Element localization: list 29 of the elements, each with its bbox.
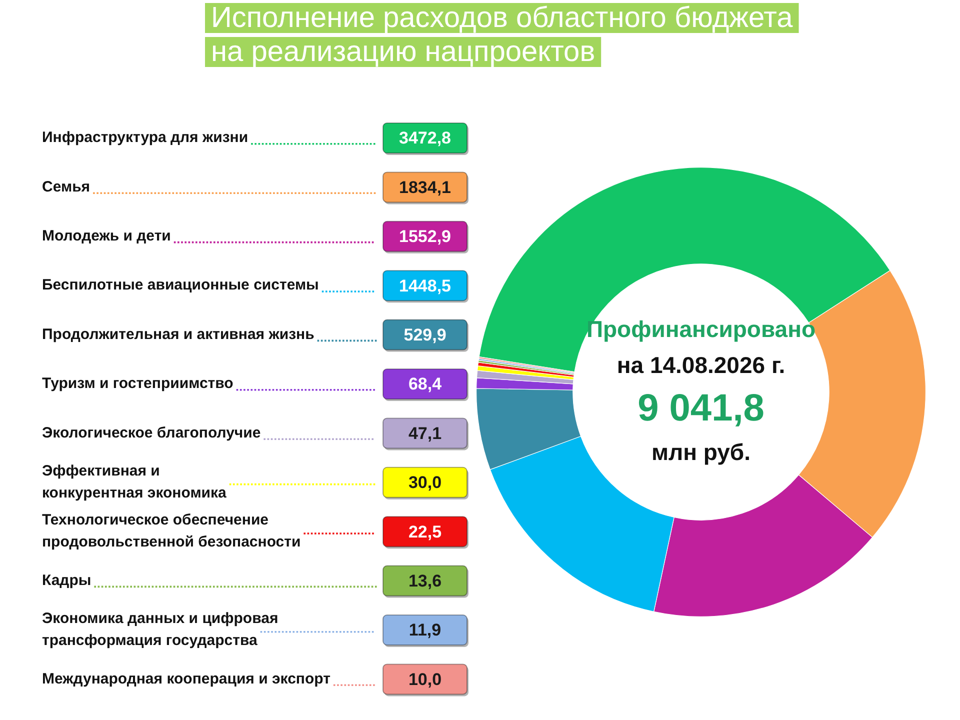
data-label: 1552,9 <box>399 227 451 246</box>
legend-label: Продолжительная и активная жизнь <box>42 326 314 343</box>
data-label: 11,9 <box>408 620 442 640</box>
data-label: 68,4 <box>408 374 442 394</box>
text: млн руб. <box>651 438 751 465</box>
text: Профинансировано <box>586 316 816 342</box>
legend-label: Экономика данных и цифровая трансформация государства <box>42 610 278 650</box>
legend-label: Инфраструктура для жизни <box>42 129 248 146</box>
data-label: 47,1 <box>408 424 442 443</box>
data-label: 1834,1 <box>399 178 451 197</box>
legend-label: Семья <box>42 178 90 196</box>
data-label: 13,6 <box>408 571 442 590</box>
legend-label: Экологическое благополучие <box>42 424 261 442</box>
text: на 14.08.2026 г. <box>616 352 786 378</box>
legend-label: Туризм и гостеприимство <box>42 375 234 392</box>
data-label: 22,5 <box>408 522 442 542</box>
data-label: 3472,8 <box>399 128 451 148</box>
text: 9 041,8 <box>638 387 764 430</box>
legend-label: Технологическое обеспечение продовольственной безопасности <box>42 512 301 551</box>
legend-label: Кадры <box>42 572 92 589</box>
data-label: 529,9 <box>404 325 446 344</box>
data-label: 1448,5 <box>399 276 451 296</box>
data-label: 10,0 <box>408 670 442 689</box>
legend-label: Международная кооперация и экспорт <box>42 670 330 688</box>
legend-label: Беспилотные авиационные системы <box>42 276 319 294</box>
legend-label: Эффективная и конкурентная экономика <box>42 462 228 502</box>
chart-title: Исполнение расходов областного бюджета на реализацию нацпроектов <box>211 2 794 68</box>
legend-label: Молодежь и дети <box>42 228 171 245</box>
data-label: 30,0 <box>408 473 442 492</box>
